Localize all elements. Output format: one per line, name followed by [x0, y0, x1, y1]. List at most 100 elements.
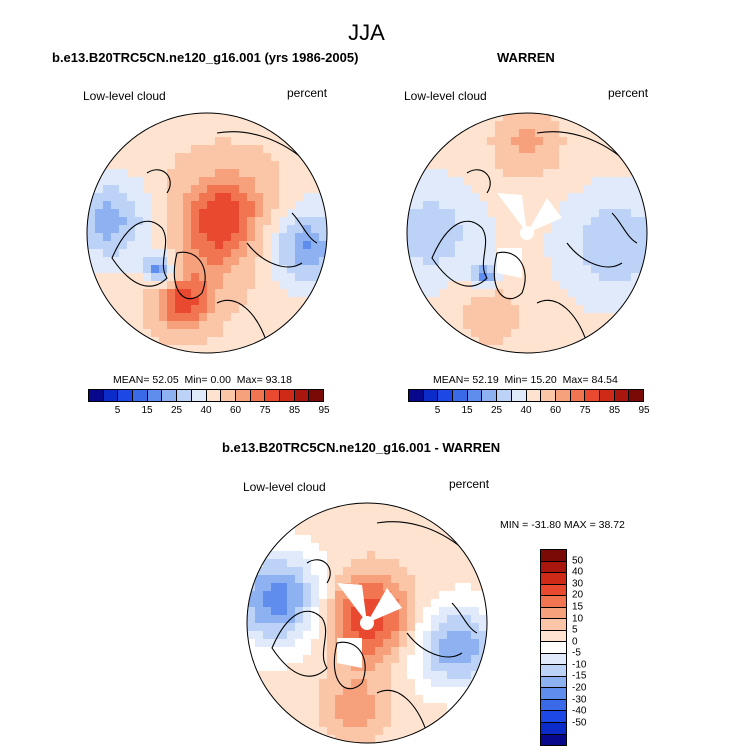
map-cell — [479, 169, 488, 178]
map-cell — [199, 145, 208, 154]
map-cell — [287, 153, 296, 162]
map-cell — [127, 297, 136, 306]
map-cell — [575, 249, 584, 258]
map-cell — [199, 185, 208, 194]
map-cell — [519, 193, 528, 202]
map-cell — [295, 655, 304, 664]
map-cell — [463, 663, 472, 672]
map-cell — [455, 583, 464, 592]
map-cell — [263, 129, 272, 138]
map-cell — [359, 575, 368, 584]
map-cell — [183, 185, 192, 194]
map-cell — [559, 249, 568, 258]
map-cell — [151, 241, 160, 250]
map-cell — [255, 193, 264, 202]
map-cell — [319, 671, 328, 680]
map-cell — [167, 129, 176, 138]
map-cell — [207, 337, 216, 346]
map-cell — [287, 607, 296, 616]
map-cell — [103, 241, 112, 250]
map-cell — [439, 201, 448, 210]
map-cell — [391, 583, 400, 592]
map-cell — [351, 527, 360, 536]
map-cell — [127, 289, 136, 298]
map-cell — [367, 519, 376, 528]
map-cell — [287, 305, 296, 314]
colorbar-swatch — [541, 630, 566, 643]
map-cell — [575, 129, 584, 138]
map-cell — [167, 209, 176, 218]
map-cell — [455, 575, 464, 584]
map-cell — [487, 305, 496, 314]
map-cell — [535, 201, 544, 210]
map-cell — [463, 137, 472, 146]
map-cell — [455, 679, 464, 688]
map-cell — [367, 591, 376, 600]
map-cell — [367, 687, 376, 696]
map-cell — [119, 185, 128, 194]
map-cell — [111, 177, 120, 186]
map-cell — [431, 305, 440, 314]
map-cell — [287, 687, 296, 696]
map-cell — [495, 113, 504, 122]
map-cell — [231, 153, 240, 162]
map-cell — [247, 599, 256, 608]
map-cell — [503, 129, 512, 138]
map-cell — [495, 185, 504, 194]
map-cell — [207, 289, 216, 298]
map-cell — [231, 201, 240, 210]
map-cell — [303, 599, 312, 608]
map-cell — [255, 129, 264, 138]
panel2-max-value: 84.54 — [591, 374, 618, 386]
map-cell — [199, 113, 208, 122]
map-cell — [495, 273, 504, 282]
map-cell — [599, 169, 608, 178]
colorbar-tick-label: -10 — [572, 659, 587, 671]
map-cell — [407, 671, 416, 680]
map-cell — [239, 209, 248, 218]
map-cell — [447, 321, 456, 330]
map-cell — [255, 599, 264, 608]
map-cell — [431, 273, 440, 282]
map-cell — [503, 177, 512, 186]
map-cell — [271, 145, 280, 154]
map-cell — [615, 169, 624, 178]
colorbar-swatch — [497, 390, 512, 401]
map-cell — [607, 217, 616, 226]
map-cell — [423, 281, 432, 290]
map-cell — [87, 201, 96, 210]
map-cell — [279, 607, 288, 616]
map-cell — [383, 679, 392, 688]
map-cell — [447, 273, 456, 282]
map-cell — [287, 201, 296, 210]
map-cell — [519, 113, 528, 122]
map-cell — [263, 575, 272, 584]
map-cell — [439, 655, 448, 664]
panel3-polar-map — [246, 502, 488, 744]
map-cell — [263, 567, 272, 576]
map-cell — [167, 145, 176, 154]
map-cell — [479, 145, 488, 154]
map-cell — [199, 217, 208, 226]
map-cell — [439, 185, 448, 194]
colorbar-swatch — [541, 699, 566, 712]
map-cell — [439, 575, 448, 584]
map-cell — [391, 607, 400, 616]
map-cell — [135, 201, 144, 210]
map-cell — [231, 241, 240, 250]
map-cell — [151, 169, 160, 178]
map-cell — [103, 217, 112, 226]
map-cell — [631, 241, 640, 250]
map-cell — [559, 209, 568, 218]
map-cell — [207, 305, 216, 314]
map-cell — [463, 201, 472, 210]
map-cell — [183, 289, 192, 298]
map-cell — [175, 313, 184, 322]
map-cell — [423, 583, 432, 592]
colorbar-swatch — [570, 390, 586, 401]
map-cell — [279, 647, 288, 656]
map-cell — [335, 519, 344, 528]
map-cell — [615, 185, 624, 194]
map-cell — [175, 337, 184, 346]
map-cell — [575, 305, 584, 314]
